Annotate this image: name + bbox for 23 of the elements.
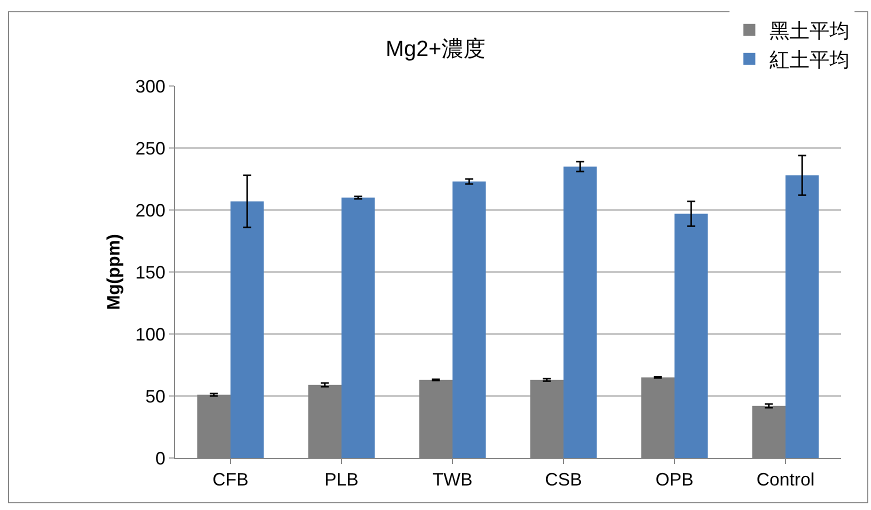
bar bbox=[674, 214, 708, 458]
x-tick-label: OPB bbox=[655, 470, 694, 490]
x-tick-label: Control bbox=[756, 470, 815, 490]
y-tick-label: 50 bbox=[145, 386, 166, 406]
x-tick-label: TWB bbox=[432, 470, 472, 490]
x-tick-label: PLB bbox=[324, 470, 359, 490]
chart-title: Mg2+濃度 bbox=[386, 36, 486, 62]
y-tick-label: 200 bbox=[135, 200, 166, 220]
y-axis-title: Mg(ppm) bbox=[104, 234, 124, 310]
bar bbox=[342, 198, 375, 458]
legend-label: 紅土平均 bbox=[769, 50, 850, 72]
y-tick-label: 0 bbox=[155, 448, 166, 468]
y-tick-label: 250 bbox=[135, 138, 166, 158]
legend-label: 黑土平均 bbox=[769, 20, 850, 43]
y-tick-label: 150 bbox=[135, 262, 166, 282]
x-tick-label: CSB bbox=[544, 470, 582, 490]
x-tick-label: CFB bbox=[212, 470, 248, 490]
bar bbox=[452, 181, 486, 458]
bar bbox=[230, 201, 264, 458]
bar bbox=[564, 166, 597, 458]
y-tick-label: 100 bbox=[135, 324, 166, 344]
y-tick-label: 300 bbox=[135, 76, 166, 96]
bar bbox=[786, 175, 819, 458]
